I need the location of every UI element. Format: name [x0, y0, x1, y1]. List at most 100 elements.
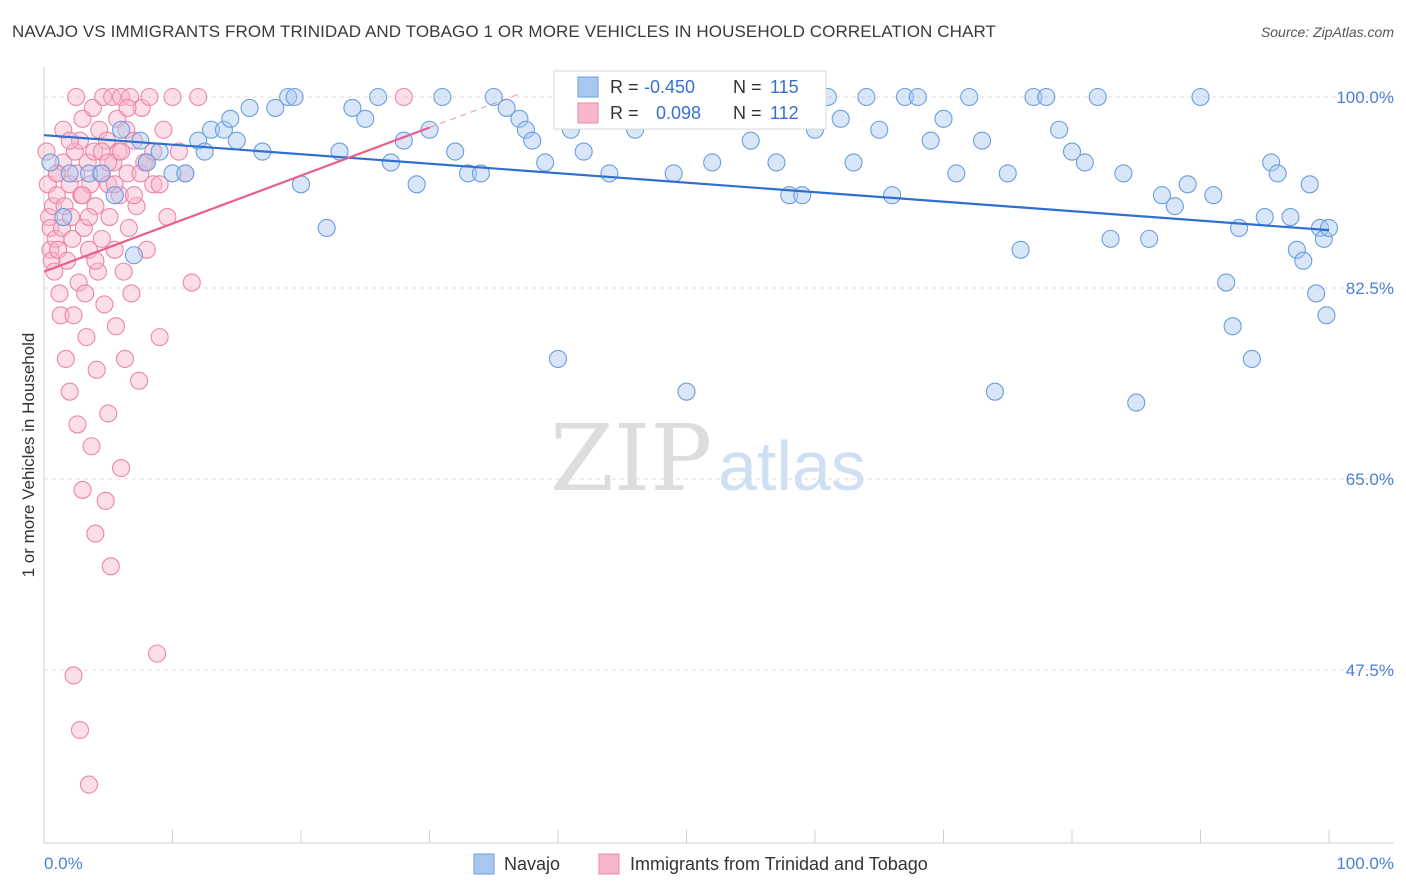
stats-r-label-tt: R =: [610, 103, 639, 123]
tt-point: [92, 229, 111, 248]
navajo-point: [972, 131, 992, 150]
tt-point: [54, 120, 73, 139]
stats-n-value-tt: 112: [770, 103, 799, 123]
navajo-point: [54, 208, 73, 227]
stats-n-label-navajo: N =: [733, 77, 762, 97]
navajo-point: [857, 87, 876, 107]
navajo-point: [1287, 240, 1306, 259]
tt-point: [73, 186, 92, 205]
tt-point: [51, 306, 70, 325]
tt-point: [77, 328, 96, 347]
navajo-point: [510, 109, 529, 128]
navajo-point: [79, 164, 99, 183]
tt-point: [76, 284, 95, 303]
navajo-point: [767, 153, 786, 172]
tt-point: [64, 666, 83, 685]
tt-point: [56, 349, 75, 368]
navajo-point: [92, 164, 111, 183]
x-tick-marks: [43, 830, 1330, 843]
tt-point: [70, 720, 90, 740]
stats-r-value-tt: 0.098: [656, 103, 701, 123]
tt-point: [182, 273, 201, 292]
y-axis-label: 1 or more Vehicles in Household: [19, 333, 38, 578]
navajo-point: [741, 131, 760, 150]
navajo-point: [895, 87, 915, 107]
tt-point: [60, 175, 79, 194]
y-tick-label: 65.0%: [1346, 470, 1394, 489]
tt-point: [150, 175, 169, 194]
navajo-point: [998, 164, 1017, 183]
navajo-point: [960, 87, 979, 107]
navajo-point: [317, 218, 336, 238]
tt-point: [37, 142, 56, 161]
navajo-point: [1165, 197, 1184, 216]
tt-point: [61, 208, 81, 227]
navajo-point: [279, 87, 298, 107]
tt-point: [127, 197, 146, 216]
y-tick-label: 47.5%: [1346, 661, 1394, 680]
tt-point: [148, 644, 167, 663]
navajo-point: [240, 98, 259, 117]
navajo-point: [574, 142, 593, 161]
navajo-point: [137, 153, 156, 172]
navajo-point: [1114, 164, 1133, 183]
tt-point: [54, 153, 73, 172]
navajo-point: [471, 164, 490, 183]
tt-point: [169, 142, 188, 161]
tt-point: [394, 87, 413, 107]
navajo-point: [664, 164, 683, 183]
navajo-point: [221, 109, 240, 128]
tt-point: [105, 175, 124, 194]
navajo-point: [921, 131, 940, 150]
navajo-point: [844, 153, 863, 172]
navajo-point: [214, 120, 233, 139]
navajo-point: [870, 120, 889, 139]
tt-point: [85, 142, 104, 161]
tt-point: [114, 262, 133, 281]
tt-point: [86, 524, 105, 543]
legend-label-navajo: Navajo: [504, 854, 560, 874]
tt-trend-line-extension: [429, 93, 520, 129]
navajo-point: [124, 246, 143, 265]
stats-n-label-tt: N =: [733, 103, 762, 123]
navajo-point: [1281, 208, 1300, 227]
navajo-point: [150, 142, 169, 161]
stats-swatch-navajo: [577, 76, 599, 98]
navajo-point: [1024, 87, 1043, 107]
stats-r-label-navajo: R =: [610, 77, 639, 97]
navajo-point: [176, 164, 195, 183]
tt-point: [60, 131, 79, 150]
navajo-point: [908, 87, 927, 107]
tt-point: [124, 186, 143, 205]
navajo-point: [407, 175, 426, 194]
tt-point: [112, 142, 131, 161]
x-tick-label-min: 0.0%: [44, 854, 83, 873]
tt-point: [87, 360, 106, 379]
navajo-point: [1127, 393, 1146, 412]
navajo-point: [600, 164, 619, 183]
stats-box-frame: [553, 70, 827, 130]
tt-point: [92, 142, 111, 161]
navajo-point: [1101, 229, 1120, 248]
tt-point: [150, 328, 169, 347]
tt-point: [73, 480, 92, 499]
navajo-point: [484, 87, 503, 107]
tt-point: [69, 273, 88, 292]
navajo-point: [433, 87, 452, 107]
tt-point: [65, 142, 84, 161]
navajo-point: [1204, 186, 1223, 205]
navajo-point: [381, 153, 401, 172]
tt-point: [99, 153, 118, 172]
legend-swatch-navajo: [473, 853, 495, 875]
tt-point: [118, 98, 137, 117]
navajo-point: [1300, 175, 1319, 194]
navajo-point: [1223, 317, 1242, 336]
tt-point: [106, 317, 126, 336]
navajo-point: [1242, 349, 1261, 368]
chart-title: NAVAJO VS IMMIGRANTS FROM TRINIDAD AND T…: [12, 22, 996, 41]
navajo-point: [189, 131, 208, 150]
navajo-point: [1178, 175, 1197, 194]
navajo-point: [1294, 251, 1313, 270]
tt-point: [189, 87, 208, 107]
navajo-point: [831, 109, 850, 128]
